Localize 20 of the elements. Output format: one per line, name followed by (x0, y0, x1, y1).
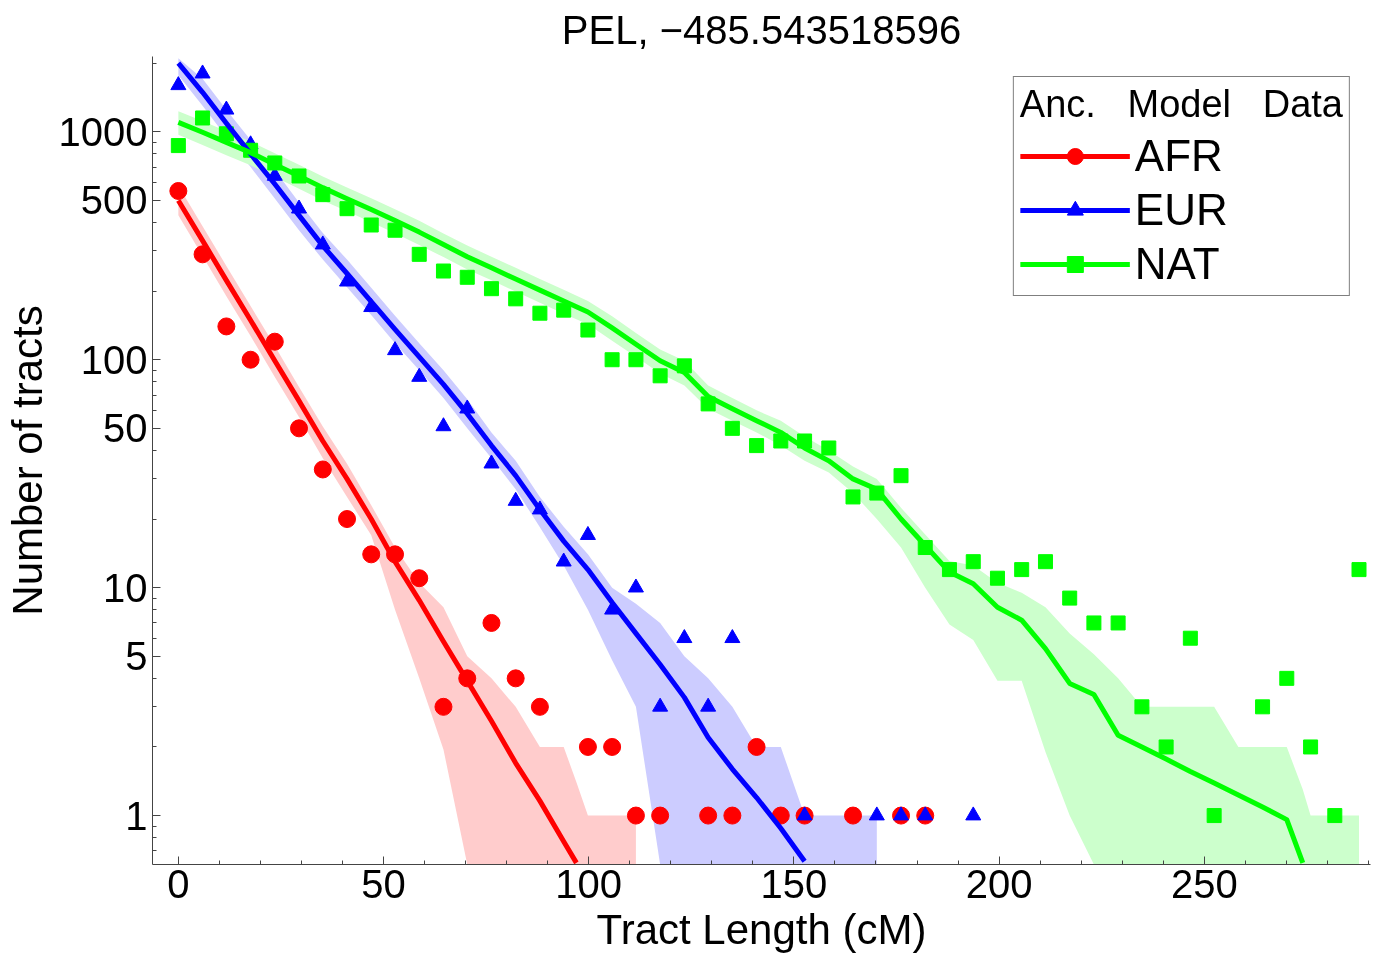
y-tick-label: 10 (103, 565, 148, 610)
x-tick-label: 250 (1170, 861, 1238, 906)
legend-title: Anc. Model Data (1019, 83, 1343, 126)
y-tick-label: 1 (125, 793, 148, 838)
y-tick-label: 5 (125, 634, 148, 679)
y-axis-title: Number of tracts (3, 305, 51, 616)
x-tick-label: 0 (167, 861, 190, 906)
y-tick-label: 1000 (58, 109, 148, 154)
y-tick-label: 50 (103, 406, 148, 451)
x-tick-label: 150 (760, 861, 828, 906)
legend-label: NAT (1134, 239, 1220, 289)
legend-label: AFR (1134, 131, 1223, 181)
y-tick-label: 100 (80, 337, 148, 382)
x-tick-label: 100 (555, 861, 623, 906)
y-tick-label: 500 (80, 178, 148, 223)
x-tick-label: 50 (361, 861, 406, 906)
legend-label: EUR (1134, 185, 1228, 235)
chart-title: PEL, −485.543518596 (561, 7, 962, 52)
x-tick-label: 200 (965, 861, 1033, 906)
x-axis-title: Tract Length (cM) (596, 905, 927, 953)
